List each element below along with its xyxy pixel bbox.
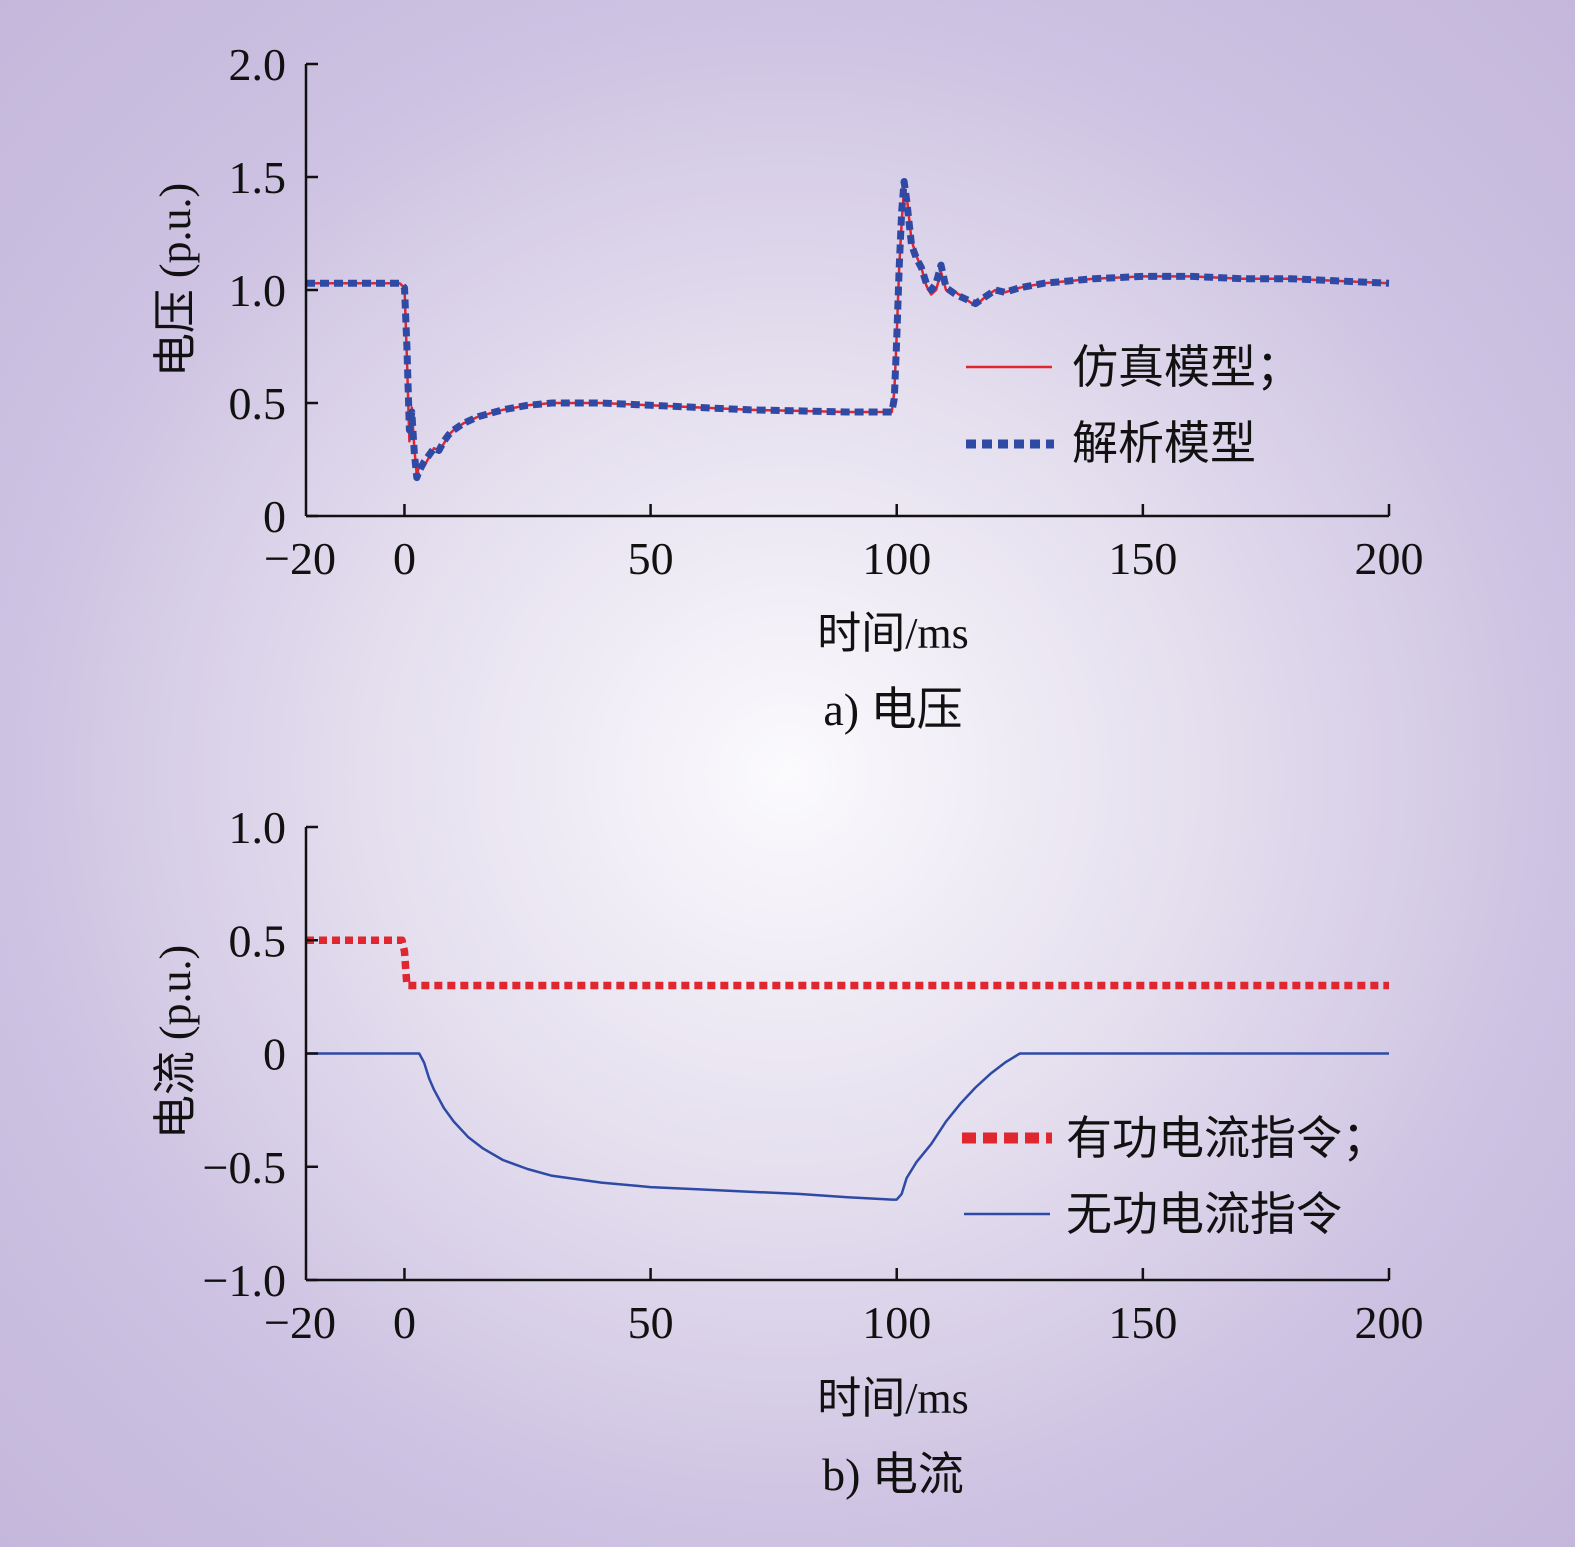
current-x-tick-label: 0 <box>393 1297 416 1348</box>
voltage-y-tick-label: 2.0 <box>229 39 287 90</box>
voltage-caption: a) 电压 <box>823 684 962 735</box>
current-y-tick-label: −0.5 <box>203 1142 286 1193</box>
legend-label-active-current: 有功电流指令； <box>1066 1113 1388 1164</box>
voltage-y-axis-title: 电压 (p.u.) <box>151 183 200 377</box>
voltage-y-tick-label: 0 <box>263 491 286 542</box>
voltage-x-tick-label: −20 <box>264 533 336 584</box>
current-panel: −20 0 50 100 150 200 −1.0 −0.5 0 0.5 1.0 时间/ms 电流 … <box>151 802 1424 1500</box>
current-x-tick-label: 50 <box>628 1297 674 1348</box>
voltage-x-tick-label: 0 <box>393 533 416 584</box>
voltage-legend: 仿真模型； 解析模型 <box>966 342 1302 469</box>
current-x-tick-label: 200 <box>1355 1297 1424 1348</box>
voltage-x-tick-label: 150 <box>1108 533 1177 584</box>
legend-label-simulation: 仿真模型； <box>1072 342 1302 393</box>
current-ticks: −20 0 50 100 150 200 −1.0 −0.5 0 0.5 1.0 <box>203 802 1424 1348</box>
current-x-axis-title: 时间/ms <box>817 1374 969 1423</box>
current-y-tick-label: −1.0 <box>203 1255 286 1306</box>
current-y-axis-title: 电流 (p.u.) <box>151 945 200 1139</box>
voltage-series-line-1 <box>306 178 1390 482</box>
voltage-y-tick-label: 1.0 <box>229 265 287 316</box>
voltage-y-tick-label: 0.5 <box>229 378 287 429</box>
voltage-x-tick-label: 200 <box>1355 533 1424 584</box>
current-series-line-0 <box>306 936 1389 990</box>
voltage-x-tick-label: 100 <box>862 533 931 584</box>
current-caption: b) 电流 <box>822 1449 964 1500</box>
voltage-series-group <box>306 178 1390 482</box>
current-x-tick-label: −20 <box>264 1297 336 1348</box>
current-x-tick-label: 150 <box>1108 1297 1177 1348</box>
legend-label-reactive-current: 无功电流指令 <box>1066 1189 1342 1240</box>
current-legend: 有功电流指令； 无功电流指令 <box>962 1113 1388 1240</box>
current-series-line-1 <box>306 1052 1389 1201</box>
voltage-x-axis-title: 时间/ms <box>817 609 969 658</box>
voltage-y-tick-label: 1.5 <box>229 152 287 203</box>
legend-label-analytical: 解析模型 <box>1072 418 1256 469</box>
current-series-group <box>306 936 1389 1201</box>
current-x-tick-label: 100 <box>862 1297 931 1348</box>
voltage-x-tick-label: 50 <box>628 533 674 584</box>
current-y-tick-label: 0.5 <box>229 915 287 966</box>
current-y-tick-label: 0 <box>263 1029 286 1080</box>
current-y-tick-label: 1.0 <box>229 802 287 853</box>
